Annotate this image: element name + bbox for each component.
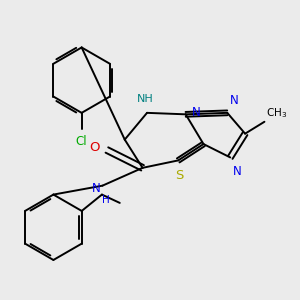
Text: N: N — [192, 106, 201, 119]
Text: CH$_3$: CH$_3$ — [266, 106, 287, 120]
Text: N: N — [233, 165, 242, 178]
Text: N: N — [230, 94, 239, 107]
Text: O: O — [89, 140, 100, 154]
Text: S: S — [176, 169, 184, 182]
Text: N: N — [92, 182, 101, 194]
Text: H: H — [101, 195, 109, 205]
Text: Cl: Cl — [76, 135, 88, 148]
Text: NH: NH — [137, 94, 154, 104]
